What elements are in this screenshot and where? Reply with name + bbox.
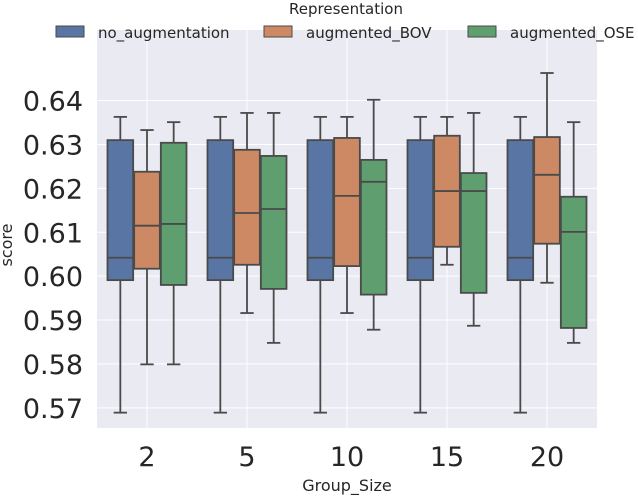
box-no_augmentation-10 xyxy=(306,115,335,414)
legend-item-no_augmentation: no_augmentation xyxy=(55,24,230,43)
box-augmented_BOV-15 xyxy=(433,115,461,266)
y-tick-label: 0.58 xyxy=(23,350,83,381)
legend-label: augmented_OSE xyxy=(510,24,635,43)
boxes xyxy=(106,72,588,414)
legend-item-augmented_OSE: augmented_OSE xyxy=(467,24,635,43)
box-body xyxy=(406,139,435,282)
y-tick-label: 0.63 xyxy=(23,131,83,162)
box-body xyxy=(233,148,261,266)
legend-item-augmented_BOV: augmented_BOV xyxy=(263,24,432,43)
legend-label: no_augmentation xyxy=(98,24,230,43)
legend-label: augmented_BOV xyxy=(306,24,432,43)
y-tick-label: 0.60 xyxy=(23,262,83,293)
box-augmented_OSE-15 xyxy=(459,112,488,327)
y-axis-label: score xyxy=(0,224,16,267)
box-no_augmentation-2 xyxy=(106,115,135,414)
y-tick-label: 0.61 xyxy=(23,218,83,249)
box-no_augmentation-15 xyxy=(406,115,435,414)
y-tick-label: 0.64 xyxy=(23,87,83,118)
x-tick-label: 10 xyxy=(330,442,364,473)
legend-swatch xyxy=(55,25,85,38)
box-augmented_OSE-20 xyxy=(559,121,588,344)
legend-swatch xyxy=(467,25,497,38)
box-body xyxy=(306,139,335,282)
box-body xyxy=(506,139,535,282)
box-no_augmentation-5 xyxy=(206,115,235,414)
box-body xyxy=(206,139,235,282)
box-body xyxy=(106,139,135,282)
x-tick-label: 20 xyxy=(530,442,564,473)
box-augmented_BOV-20 xyxy=(533,72,561,284)
box-body xyxy=(133,170,161,270)
box-body xyxy=(359,158,388,296)
legend-title: Representation xyxy=(289,0,403,18)
box-body xyxy=(533,136,561,245)
box-body xyxy=(333,137,361,267)
box-augmented_BOV-2 xyxy=(133,129,161,366)
box-augmented_BOV-5 xyxy=(233,112,261,314)
y-tick-labels: 0.57 0.58 0.59 0.60 0.61 0.62 0.63 0.64 xyxy=(23,87,83,425)
y-tick-label: 0.59 xyxy=(23,306,83,337)
legend: Representation no_augmentation augmented_… xyxy=(55,0,635,43)
x-tick-labels: 2 5 10 15 20 xyxy=(138,442,564,473)
box-augmented_OSE-2 xyxy=(159,121,188,366)
box-body xyxy=(159,141,188,286)
x-tick-label: 2 xyxy=(138,442,155,473)
box-no_augmentation-20 xyxy=(506,115,535,414)
y-tick-label: 0.57 xyxy=(23,394,83,425)
box-body xyxy=(559,195,588,329)
box-body xyxy=(259,155,288,290)
legend-swatch xyxy=(263,25,293,38)
y-tick-label: 0.62 xyxy=(23,174,83,205)
x-axis-label: Group_Size xyxy=(302,476,392,496)
box-body xyxy=(459,172,488,294)
box-augmented_OSE-5 xyxy=(259,112,288,344)
box-augmented_OSE-10 xyxy=(359,98,388,331)
x-tick-label: 5 xyxy=(238,442,255,473)
x-tick-label: 15 xyxy=(430,442,464,473)
box-augmented_BOV-10 xyxy=(333,115,361,314)
